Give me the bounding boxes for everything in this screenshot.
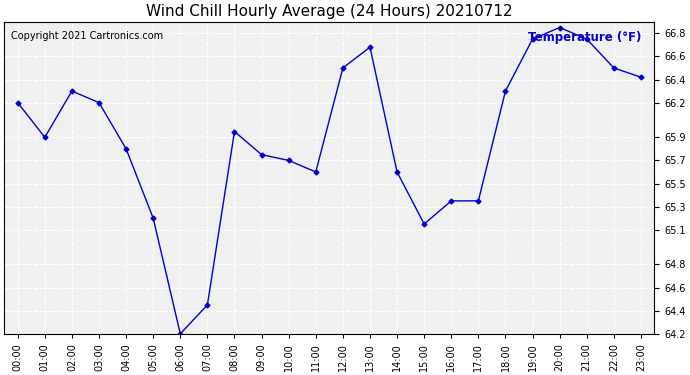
- Text: Temperature (°F): Temperature (°F): [528, 31, 642, 44]
- Title: Wind Chill Hourly Average (24 Hours) 20210712: Wind Chill Hourly Average (24 Hours) 202…: [146, 4, 513, 19]
- Text: Copyright 2021 Cartronics.com: Copyright 2021 Cartronics.com: [10, 31, 163, 41]
